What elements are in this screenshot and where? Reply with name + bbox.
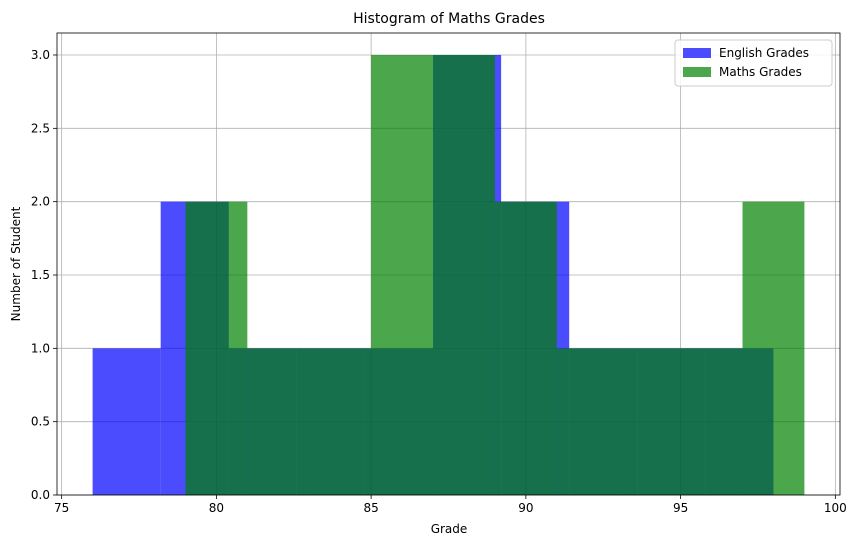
- maths-grades-bar-7: [618, 348, 681, 495]
- plot-frame: [56, 32, 841, 496]
- y-tick-label-1: 0.5: [31, 415, 50, 429]
- maths-grades-bar-5: [494, 201, 557, 495]
- y-tick-label-2: 1.0: [31, 341, 50, 355]
- legend: English Grades Maths Grades: [674, 39, 833, 87]
- legend-label-english-grades: English Grades: [719, 46, 809, 60]
- legend-box: [674, 39, 833, 87]
- y-axis-label: Number of Student: [9, 206, 23, 321]
- bars-group: [92, 55, 805, 495]
- x-axis-label: Grade: [431, 522, 468, 536]
- maths-grades-bar-2: [309, 348, 372, 495]
- x-tick-label-1: 80: [209, 501, 224, 515]
- x-tick-label-2: 85: [363, 501, 378, 515]
- x-tick-label-5: 100: [824, 501, 847, 515]
- chart-title: Histogram of Maths Grades: [353, 11, 545, 27]
- maths-grades-bar-3: [371, 55, 434, 495]
- x-tick-label-0: 75: [54, 501, 69, 515]
- y-tick-label-0: 0.0: [31, 488, 50, 502]
- maths-grades-bar-8: [680, 348, 743, 495]
- x-tick-label-3: 90: [518, 501, 533, 515]
- axis-ticks: 75 80 85 90 95 100 0.0 0.5 1.0 1.5 2.0 2.5 3.0: [31, 48, 847, 515]
- legend-label-maths-grades: Maths Grades: [719, 65, 802, 79]
- y-tick-label-6: 3.0: [31, 48, 50, 62]
- maths-grades-bar-0: [185, 201, 248, 495]
- y-tick-label-5: 2.5: [31, 121, 50, 135]
- maths-grades-bar-9: [742, 201, 805, 495]
- x-tick-label-4: 95: [673, 501, 688, 515]
- english-grades-bar-0: [92, 348, 161, 495]
- y-tick-label-3: 1.5: [31, 268, 50, 282]
- maths-grades-bar-1: [247, 348, 310, 495]
- legend-swatch-english-grades: [683, 48, 711, 58]
- legend-swatch-maths-grades: [683, 67, 711, 77]
- maths-grades-bar-6: [556, 348, 619, 495]
- y-tick-label-4: 2.0: [31, 195, 50, 209]
- maths-grades-bar-4: [433, 55, 495, 495]
